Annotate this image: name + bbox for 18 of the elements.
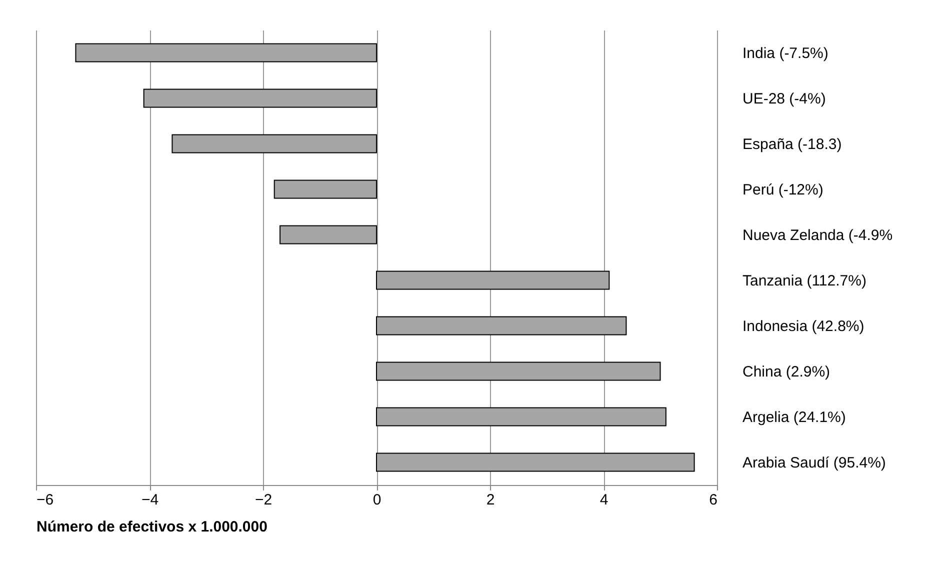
x-tick-label: −4 <box>141 492 159 508</box>
y-tick-label: UE-28 (-4%) <box>742 90 826 108</box>
x-tick-label: 6 <box>709 492 718 508</box>
x-tick-label: 2 <box>486 492 495 508</box>
x-tick-label: −6 <box>36 492 54 508</box>
y-tick-label: Nueva Zelanda (-4.9% <box>742 226 893 244</box>
y-tick-label: Tanzania (112.7%) <box>742 272 866 290</box>
y-tick-label: India (-7.5%) <box>742 44 828 62</box>
y-tick-label: Argelia (24.1%) <box>742 408 846 426</box>
y-tick-label: China (2.9%) <box>742 363 830 380</box>
y-tick-label: Indonesia (42.8%) <box>742 318 864 335</box>
y-tick-label: España (-18.3) <box>742 136 842 153</box>
x-tick-label: 4 <box>600 492 608 508</box>
x-tick-label: 0 <box>372 492 382 508</box>
x-tick-label: −2 <box>254 492 272 508</box>
y-tick-label: Perú (-12%) <box>742 181 824 198</box>
y-tick-label: Arabia Saudí (95.4%) <box>742 454 886 472</box>
x-axis-title: Número de efectivos x 1.000.000 <box>36 518 268 536</box>
